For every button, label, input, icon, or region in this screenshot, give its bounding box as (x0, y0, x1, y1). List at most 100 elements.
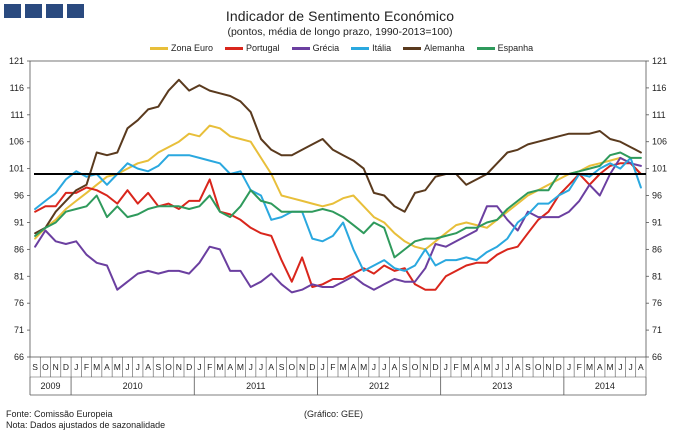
x-tick-label: S (32, 362, 38, 372)
plot-frame (29, 60, 647, 358)
y-tick-label-left: 66 (14, 352, 24, 362)
year-label: 2011 (246, 381, 265, 391)
y-tick-label-right: 66 (652, 352, 662, 362)
x-tick-label: O (42, 362, 49, 372)
chart-title: Indicador de Sentimento Económico (225, 8, 455, 24)
x-tick-label: J (320, 362, 324, 372)
y-tick-label-right: 116 (652, 83, 666, 93)
x-tick-label: O (412, 362, 419, 372)
legend-item: Portugal (225, 43, 280, 53)
x-tick-label: N (299, 362, 305, 372)
legend-label: Itália (372, 43, 392, 53)
x-tick-label: N (545, 362, 551, 372)
x-tick-label: F (330, 362, 335, 372)
x-tick-label: M (340, 362, 347, 372)
x-tick-label: M (463, 362, 470, 372)
x-tick-label: A (227, 362, 233, 372)
x-tick-label: N (176, 362, 182, 372)
x-tick-label: O (535, 362, 542, 372)
x-tick-label: J (505, 362, 509, 372)
x-tick-label: M (237, 362, 244, 372)
y-tick-label-right: 71 (652, 325, 662, 335)
logo-block (67, 4, 84, 18)
x-tick-label: J (567, 362, 571, 372)
x-tick-label: A (638, 362, 644, 372)
x-tick-label: A (392, 362, 398, 372)
y-tick-label-left: 111 (10, 110, 24, 120)
legend-item: Alemanha (403, 43, 465, 53)
legend-swatch (476, 46, 495, 50)
x-tick-label: S (279, 362, 285, 372)
x-tick-label: J (125, 362, 129, 372)
x-tick-label: F (84, 362, 89, 372)
year-label: 2009 (41, 381, 61, 391)
gee-logo (4, 4, 84, 18)
legend-item: Grécia (291, 43, 339, 53)
y-tick-label-right: 121 (652, 56, 667, 66)
x-tick-label: J (628, 362, 632, 372)
legend-swatch (150, 46, 168, 50)
x-tick-label: M (586, 362, 593, 372)
x-tick-label: M (360, 362, 367, 372)
x-tick-label: F (577, 362, 582, 372)
x-tick-label: D (63, 362, 69, 372)
x-tick-label: S (402, 362, 408, 372)
x-tick-label: J (495, 362, 499, 372)
legend-swatch (351, 46, 370, 50)
y-tick-label-left: 86 (14, 244, 24, 254)
x-tick-label: J (249, 362, 253, 372)
x-tick-label: J (618, 362, 622, 372)
series-line (34, 151, 642, 259)
y-tick-label-right: 86 (652, 244, 662, 254)
x-tick-label: D (309, 362, 315, 372)
x-tick-label: D (432, 362, 438, 372)
x-tick-label: M (483, 362, 490, 372)
x-tick-label: M (114, 362, 121, 372)
x-tick-label: A (268, 362, 274, 372)
x-tick-label: J (444, 362, 448, 372)
x-tick-label: N (422, 362, 428, 372)
legend-label: Zona Euro (171, 43, 214, 53)
y-tick-label-right: 111 (652, 110, 666, 120)
legend-swatch (291, 46, 310, 50)
chart-subtitle: (pontos, média de longo prazo, 1990-2013… (227, 26, 453, 38)
x-tick-label: D (186, 362, 192, 372)
logo-block (25, 4, 42, 18)
y-tick-label-right: 91 (652, 217, 662, 227)
x-tick-label: F (207, 362, 212, 372)
year-label: 2010 (123, 381, 143, 391)
y-tick-label-left: 101 (9, 164, 24, 174)
y-tick-label-left: 81 (14, 271, 24, 281)
x-tick-label: S (155, 362, 161, 372)
legend-swatch (403, 46, 422, 50)
x-tick-label: M (216, 362, 223, 372)
series-line (34, 78, 642, 235)
x-tick-label: A (104, 362, 110, 372)
year-label: 2014 (595, 381, 615, 391)
source-note: Fonte: Comissão Europeia (6, 409, 113, 419)
x-tick-label: A (145, 362, 151, 372)
x-tick-label: F (453, 362, 458, 372)
y-tick-label-left: 91 (14, 217, 24, 227)
logo-block (4, 4, 21, 18)
x-tick-label: O (165, 362, 172, 372)
adjustment-note: Nota: Dados ajustados de sazonalidade (6, 420, 166, 430)
x-tick-label: M (607, 362, 614, 372)
y-tick-label-left: 76 (14, 298, 24, 308)
year-label: 2013 (492, 381, 512, 391)
x-tick-label: S (525, 362, 531, 372)
x-tick-label: A (474, 362, 480, 372)
x-tick-label: N (53, 362, 59, 372)
legend-swatch (225, 46, 244, 50)
series-line (34, 154, 642, 272)
x-tick-label: J (382, 362, 386, 372)
x-tick-label: M (93, 362, 100, 372)
chart-legend: Zona Euro Portugal Grécia Itália Alemanha Esp… (150, 43, 533, 53)
y-tick-label-left: 71 (14, 325, 24, 335)
y-tick-label-right: 76 (652, 298, 662, 308)
x-tick-label: A (597, 362, 603, 372)
chart-credit: (Gráfico: GEE) (304, 409, 364, 419)
logo-block (46, 4, 63, 18)
series-line (34, 162, 642, 291)
